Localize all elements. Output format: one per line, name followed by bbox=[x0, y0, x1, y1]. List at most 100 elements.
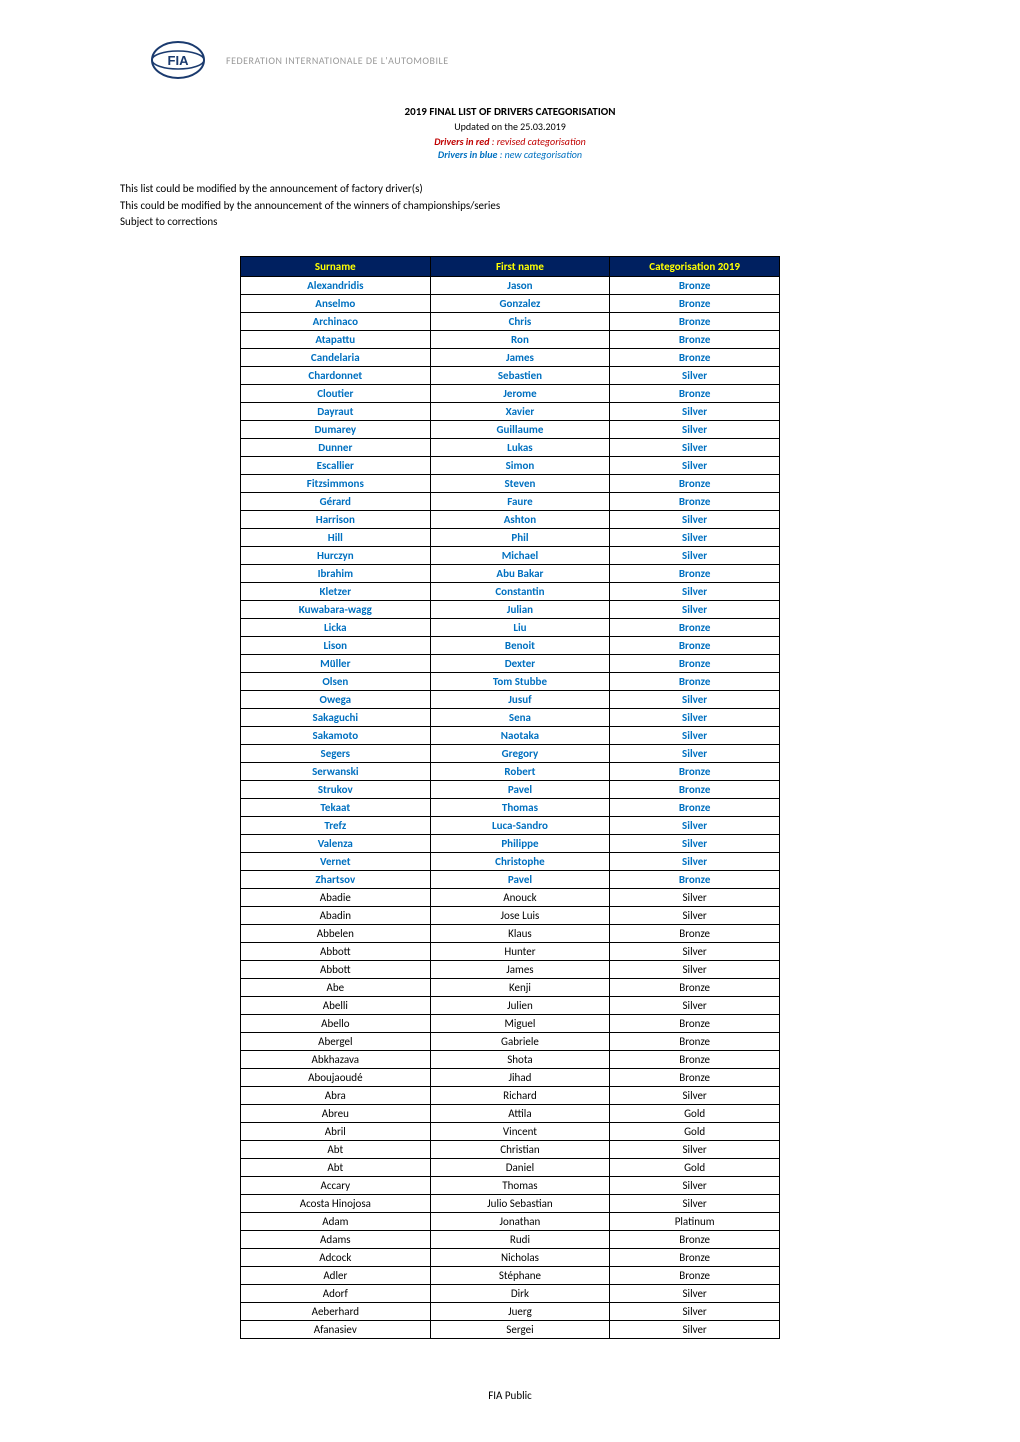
notes-section: This list could be modified by the annou… bbox=[120, 181, 900, 231]
table-row: AbelliJulienSilver bbox=[241, 996, 780, 1014]
cell-firstname: Julio Sebastian bbox=[430, 1194, 610, 1212]
table-row: SegersGregorySilver bbox=[241, 744, 780, 762]
footer: FIA Public bbox=[120, 1389, 900, 1402]
cell-category: Bronze bbox=[610, 924, 780, 942]
cell-category: Silver bbox=[610, 852, 780, 870]
blue-label: Drivers in blue bbox=[438, 148, 498, 161]
table-row: ZhartsovPavelBronze bbox=[241, 870, 780, 888]
cell-surname: Aboujaoudé bbox=[241, 1068, 431, 1086]
cell-firstname: Gabriele bbox=[430, 1032, 610, 1050]
table-row: AdlerStéphaneBronze bbox=[241, 1266, 780, 1284]
cell-firstname: Ron bbox=[430, 330, 610, 348]
cell-surname: Dumarey bbox=[241, 420, 431, 438]
table-row: HurczynMichaelSilver bbox=[241, 546, 780, 564]
cell-firstname: Gonzalez bbox=[430, 294, 610, 312]
cell-firstname: James bbox=[430, 348, 610, 366]
cell-surname: Licka bbox=[241, 618, 431, 636]
table-row: AbadieAnouckSilver bbox=[241, 888, 780, 906]
cell-surname: Accary bbox=[241, 1176, 431, 1194]
cell-firstname: Dirk bbox=[430, 1284, 610, 1302]
cell-category: Bronze bbox=[610, 870, 780, 888]
table-row: SerwanskiRobertBronze bbox=[241, 762, 780, 780]
table-row: AbergelGabrieleBronze bbox=[241, 1032, 780, 1050]
cell-surname: Fitzsimmons bbox=[241, 474, 431, 492]
cell-firstname: Dexter bbox=[430, 654, 610, 672]
cell-surname: Harrison bbox=[241, 510, 431, 528]
cell-category: Bronze bbox=[610, 492, 780, 510]
cell-category: Silver bbox=[610, 528, 780, 546]
cell-category: Bronze bbox=[610, 564, 780, 582]
blue-desc: : new categorisation bbox=[497, 148, 582, 161]
table-row: AbadinJose LuisSilver bbox=[241, 906, 780, 924]
header-section: FIA FEDERATION INTERNATIONALE DE L'AUTOM… bbox=[150, 40, 900, 80]
col-header-surname: Surname bbox=[241, 256, 431, 276]
cell-surname: Vernet bbox=[241, 852, 431, 870]
cell-surname: Ibrahim bbox=[241, 564, 431, 582]
cell-firstname: Philippe bbox=[430, 834, 610, 852]
cell-surname: Strukov bbox=[241, 780, 431, 798]
cell-category: Bronze bbox=[610, 1068, 780, 1086]
table-row: AbraRichardSilver bbox=[241, 1086, 780, 1104]
cell-surname: Sakaguchi bbox=[241, 708, 431, 726]
table-row: GérardFaureBronze bbox=[241, 492, 780, 510]
table-row: FitzsimmonsStevenBronze bbox=[241, 474, 780, 492]
cell-surname: Sakamoto bbox=[241, 726, 431, 744]
cell-category: Bronze bbox=[610, 1032, 780, 1050]
cell-surname: Abadin bbox=[241, 906, 431, 924]
table-row: MüllerDexterBronze bbox=[241, 654, 780, 672]
cell-firstname: Nicholas bbox=[430, 1248, 610, 1266]
cell-firstname: Jusuf bbox=[430, 690, 610, 708]
cell-surname: Kletzer bbox=[241, 582, 431, 600]
cell-category: Bronze bbox=[610, 780, 780, 798]
cell-category: Silver bbox=[610, 1086, 780, 1104]
cell-category: Silver bbox=[610, 834, 780, 852]
cell-firstname: Rudi bbox=[430, 1230, 610, 1248]
cell-surname: Segers bbox=[241, 744, 431, 762]
cell-firstname: Attila bbox=[430, 1104, 610, 1122]
cell-firstname: Jerome bbox=[430, 384, 610, 402]
cell-category: Silver bbox=[610, 1320, 780, 1338]
table-row: AlexandridisJasonBronze bbox=[241, 276, 780, 294]
cell-category: Platinum bbox=[610, 1212, 780, 1230]
cell-category: Silver bbox=[610, 816, 780, 834]
main-title: 2019 FINAL LIST OF DRIVERS CATEGORISATIO… bbox=[120, 105, 900, 118]
cell-category: Silver bbox=[610, 960, 780, 978]
cell-surname: Adler bbox=[241, 1266, 431, 1284]
cell-surname: Trefz bbox=[241, 816, 431, 834]
cell-surname: Valenza bbox=[241, 834, 431, 852]
table-row: DumareyGuillaumeSilver bbox=[241, 420, 780, 438]
cell-firstname: Juerg bbox=[430, 1302, 610, 1320]
cell-surname: Abbott bbox=[241, 960, 431, 978]
cell-surname: Acosta Hinojosa bbox=[241, 1194, 431, 1212]
cell-category: Bronze bbox=[610, 618, 780, 636]
cell-surname: Abbelen bbox=[241, 924, 431, 942]
cell-surname: Adam bbox=[241, 1212, 431, 1230]
cell-firstname: Klaus bbox=[430, 924, 610, 942]
updated-line: Updated on the 25.03.2019 bbox=[120, 120, 900, 133]
cell-category: Silver bbox=[610, 726, 780, 744]
cell-surname: Abreu bbox=[241, 1104, 431, 1122]
cell-category: Silver bbox=[610, 888, 780, 906]
fia-logo: FIA bbox=[150, 40, 206, 80]
cell-surname: Abril bbox=[241, 1122, 431, 1140]
cell-category: Bronze bbox=[610, 636, 780, 654]
cell-surname: Zhartsov bbox=[241, 870, 431, 888]
cell-surname: Adorf bbox=[241, 1284, 431, 1302]
cell-category: Silver bbox=[610, 420, 780, 438]
blue-legend: Drivers in blue : new categorisation bbox=[120, 148, 900, 161]
cell-surname: Abbott bbox=[241, 942, 431, 960]
table-row: AbbottHunterSilver bbox=[241, 942, 780, 960]
cell-surname: Cloutier bbox=[241, 384, 431, 402]
table-row: StrukovPavelBronze bbox=[241, 780, 780, 798]
cell-surname: Abergel bbox=[241, 1032, 431, 1050]
svg-text:FIA: FIA bbox=[168, 53, 190, 68]
table-row: DayrautXavierSilver bbox=[241, 402, 780, 420]
table-row: AbtChristianSilver bbox=[241, 1140, 780, 1158]
cell-firstname: Kenji bbox=[430, 978, 610, 996]
table-row: Kuwabara-waggJulianSilver bbox=[241, 600, 780, 618]
cell-surname: Escallier bbox=[241, 456, 431, 474]
cell-firstname: Liu bbox=[430, 618, 610, 636]
cell-firstname: Benoit bbox=[430, 636, 610, 654]
cell-surname: Aeberhard bbox=[241, 1302, 431, 1320]
cell-firstname: Julien bbox=[430, 996, 610, 1014]
